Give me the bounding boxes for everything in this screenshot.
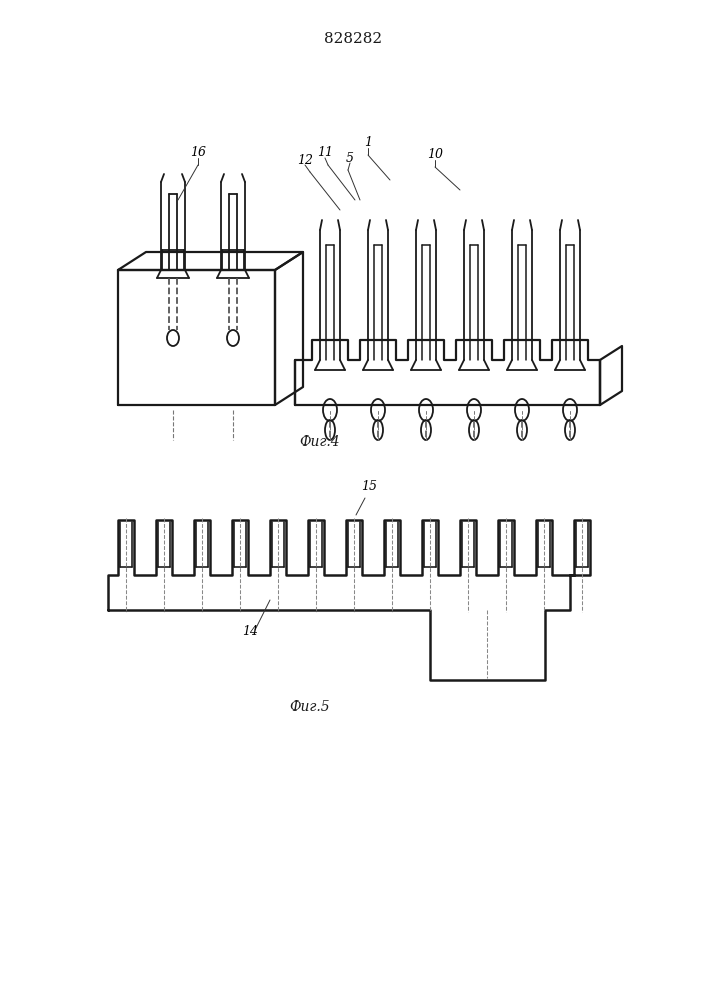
Text: 5: 5 [346, 151, 354, 164]
Text: Фиг.4: Фиг.4 [300, 435, 340, 449]
Text: 16: 16 [190, 146, 206, 159]
Text: 1: 1 [364, 136, 372, 149]
Text: 11: 11 [317, 146, 333, 159]
Text: Фиг.5: Фиг.5 [290, 700, 330, 714]
Text: 15: 15 [361, 480, 377, 493]
Text: 12: 12 [297, 153, 313, 166]
Text: 14: 14 [242, 625, 258, 638]
Text: 10: 10 [427, 148, 443, 161]
Text: 828282: 828282 [324, 32, 382, 46]
